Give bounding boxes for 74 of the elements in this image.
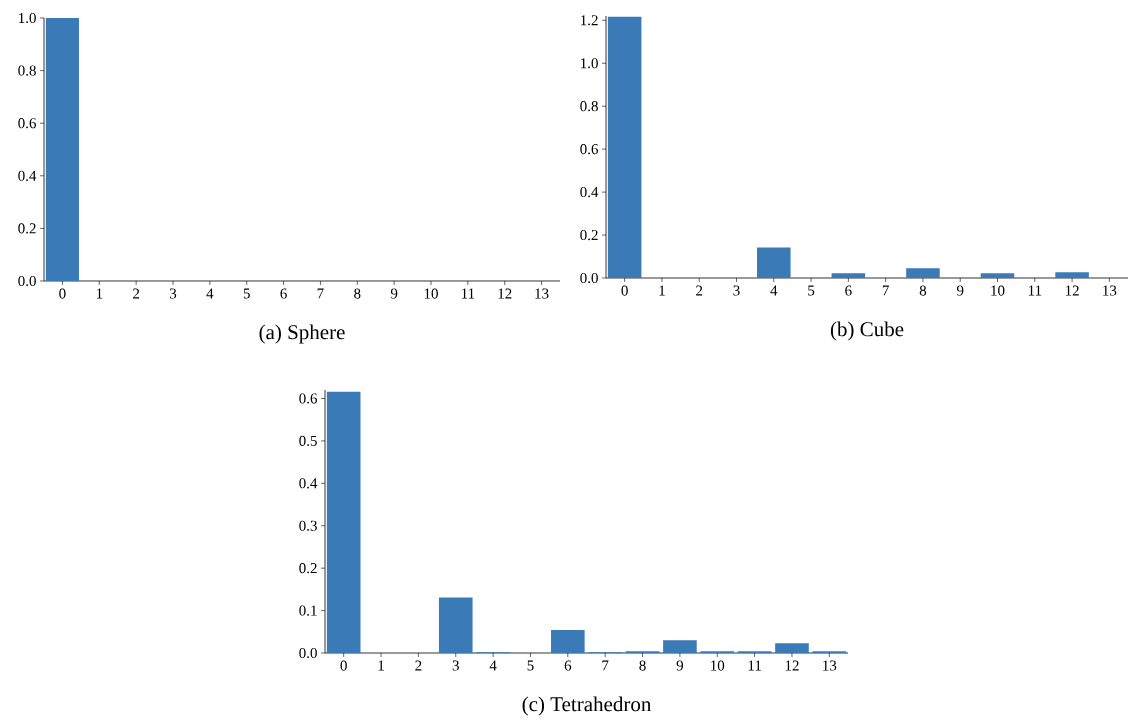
x-tick-label: 0 (59, 288, 66, 299)
bar (551, 630, 585, 653)
bar (906, 268, 940, 278)
y-tick-label: 0.1 (299, 605, 317, 616)
x-tick-label: 2 (133, 288, 140, 299)
y-tick-label: 1.2 (581, 15, 598, 26)
x-tick-label: 9 (390, 288, 398, 299)
text: (b) Cube (830, 321, 904, 341)
x-tick-label: 6 (845, 285, 852, 296)
bar (831, 273, 866, 278)
bar (438, 597, 473, 653)
bar (1055, 272, 1089, 278)
y-tick-label: 0.8 (580, 101, 598, 112)
x-tick-label: 5 (527, 660, 534, 671)
x-tick-label: 9 (676, 660, 684, 671)
x-tick-label: 10 (711, 660, 725, 671)
x-tick-label: 0 (340, 660, 347, 671)
x-tick-label: 10 (991, 285, 1005, 296)
x-tick-label: 13 (823, 660, 837, 671)
y-tick-label: 0.6 (299, 393, 318, 404)
x-tick-label: 2 (696, 285, 703, 296)
x-tick-label: 1 (96, 288, 103, 299)
x-tick-label: 5 (808, 285, 815, 296)
y-tick-label: 0.2 (299, 563, 317, 574)
y-tick-label: 0.4 (18, 170, 37, 181)
bar (757, 247, 791, 278)
x-tick-label: 4 (206, 288, 214, 299)
x-tick-label: 4 (770, 285, 778, 296)
x-tick-label: 11 (461, 288, 475, 299)
x-tick-label: 13 (1103, 285, 1117, 296)
x-tick-label: 8 (639, 660, 646, 671)
y-tick-label: 0.6 (18, 118, 37, 129)
y-tick-label: 0.0 (580, 272, 598, 284)
x-tick-label: 4 (489, 660, 497, 671)
x-tick-label: 2 (415, 660, 422, 671)
x-tick-label: 11 (748, 660, 761, 671)
x-tick-label: 13 (535, 288, 549, 299)
y-tick-label: 1.0 (19, 12, 36, 24)
bar (775, 643, 809, 653)
text: (a) Sphere (259, 324, 345, 344)
x-tick-label: 1 (378, 660, 384, 671)
x-tick-label: 1 (659, 285, 665, 296)
y-tick-label: 0.8 (18, 65, 36, 76)
x-tick-label: 3 (169, 288, 177, 299)
y-tick-label: 0.5 (299, 435, 317, 447)
y-tick-label: 0.0 (299, 647, 317, 659)
bar (663, 640, 697, 653)
x-tick-label: 7 (317, 288, 324, 299)
y-tick-label: 0.0 (18, 275, 36, 287)
x-tick-label: 0 (621, 285, 628, 296)
x-tick-label: 3 (733, 285, 740, 296)
x-tick-label: 11 (1028, 285, 1042, 296)
x-tick-label: 8 (354, 288, 361, 299)
x-tick-label: 12 (1065, 285, 1079, 296)
x-tick-label: 8 (919, 285, 927, 296)
x-tick-label: 7 (602, 660, 609, 671)
y-tick-label: 0.4 (580, 187, 599, 198)
bar (980, 273, 1015, 278)
x-tick-label: 3 (452, 660, 459, 671)
x-tick-label: 9 (956, 285, 964, 296)
y-tick-label: 1.0 (581, 58, 598, 69)
x-tick-label: 7 (882, 285, 889, 296)
x-tick-label: 5 (243, 288, 250, 299)
y-tick-label: 0.3 (299, 520, 317, 531)
y-tick-label: 0.2 (18, 223, 36, 234)
x-tick-label: 10 (424, 288, 438, 299)
text: (c) Tetrahedron (522, 696, 652, 716)
y-tick-label: 0.6 (580, 144, 599, 155)
x-tick-label: 12 (498, 288, 512, 299)
y-tick-label: 0.4 (299, 478, 318, 489)
x-tick-label: 12 (785, 660, 799, 671)
x-tick-label: 6 (564, 660, 572, 671)
y-tick-label: 0.2 (580, 229, 598, 241)
x-tick-label: 6 (280, 288, 287, 299)
